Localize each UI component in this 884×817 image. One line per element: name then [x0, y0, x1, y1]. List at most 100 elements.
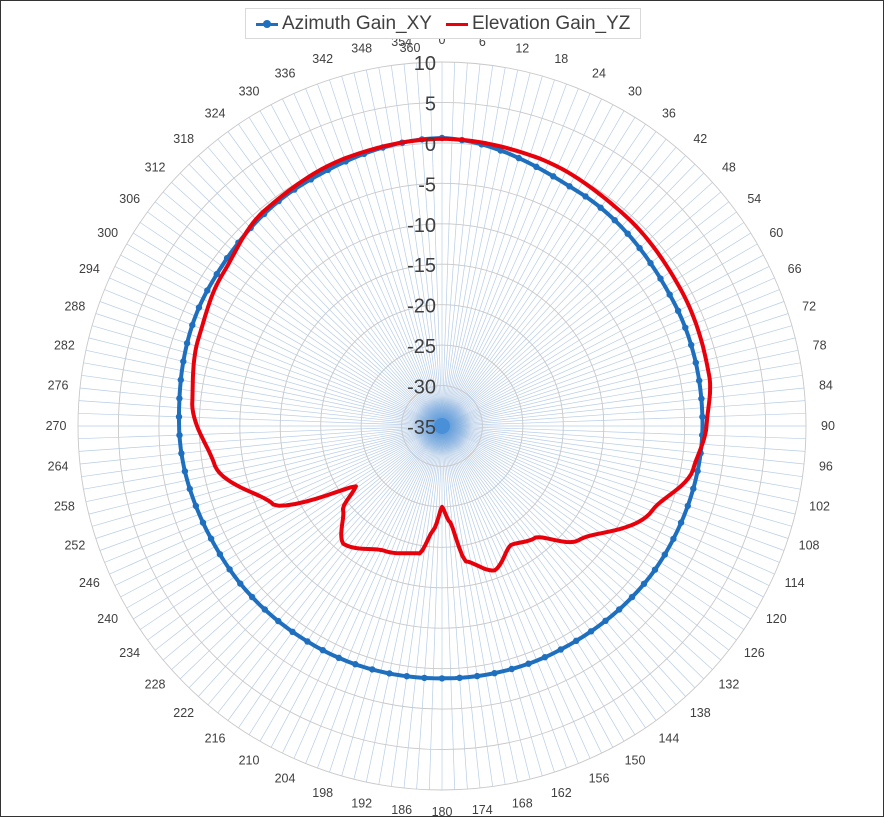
grid-spoke [154, 425, 443, 651]
series-marker-0 [640, 580, 648, 587]
series-marker-0 [698, 395, 705, 402]
radial-tick-label: -10 [407, 215, 436, 237]
grid-spoke [305, 88, 443, 427]
grid-spoke [95, 425, 443, 539]
grid-spoke [441, 88, 579, 427]
grid-spoke [441, 425, 751, 620]
angle-tick-label: 180 [432, 805, 453, 816]
grid-spoke [441, 211, 737, 427]
series-marker-0 [651, 566, 659, 573]
angle-tick-label: 336 [275, 66, 296, 80]
grid-ring [279, 263, 605, 589]
grid-spoke [188, 425, 443, 689]
grid-spoke [81, 374, 443, 427]
angle-tick-label: 102 [809, 499, 830, 513]
grid-spoke [441, 425, 481, 789]
angle-tick-label: 276 [48, 379, 69, 393]
grid-spoke [441, 131, 657, 427]
angle-tick-label: 186 [391, 803, 412, 816]
series-marker-0 [636, 244, 643, 252]
grid-ring [117, 101, 767, 751]
grid-spoke [441, 425, 789, 539]
grid-spoke [179, 425, 443, 680]
series-marker-0 [386, 670, 393, 677]
grid-spoke [198, 155, 443, 427]
grid-spoke [378, 425, 443, 785]
series-marker-0 [473, 672, 481, 680]
series-marker-0 [690, 485, 697, 492]
series-marker-0 [573, 637, 580, 644]
grid-spoke [162, 425, 443, 661]
angle-tick-label: 240 [97, 612, 118, 626]
grid-spoke [188, 163, 443, 427]
series-marker-0 [216, 551, 224, 558]
angle-tick-label: 234 [119, 646, 140, 660]
angle-tick-label: 246 [79, 576, 100, 590]
angle-tick-label: 270 [46, 419, 67, 433]
legend-label: Azimuth Gain_XY [282, 12, 432, 34]
grid-spoke [95, 313, 443, 427]
series-marker-0 [195, 304, 203, 311]
series-marker-0 [438, 675, 446, 682]
legend: Azimuth Gain_XY Elevation Gain_YZ [245, 8, 642, 39]
grid-spoke [441, 313, 789, 427]
grid-spoke [416, 425, 443, 790]
grid-spoke [441, 201, 730, 427]
angle-tick-label: 330 [239, 85, 260, 99]
grid-spoke [441, 425, 713, 670]
grid-spoke [441, 110, 625, 427]
series-marker-0 [213, 270, 220, 278]
series-marker-0 [666, 291, 673, 298]
angle-tick-label: 222 [173, 706, 194, 720]
grid-spoke [227, 425, 443, 721]
grid-spoke [441, 400, 806, 427]
grid-ring [198, 182, 686, 670]
grid-spoke [198, 425, 443, 697]
series-marker-0 [557, 646, 564, 653]
grid-spoke [171, 182, 443, 427]
grid-spoke [441, 191, 722, 427]
series-marker-0 [602, 617, 609, 624]
series-marker-0 [497, 147, 504, 154]
grid-spoke [441, 425, 805, 465]
series-marker-0 [566, 183, 573, 190]
grid-spoke [428, 425, 443, 790]
grid-spoke [441, 72, 531, 427]
series-marker-0 [335, 654, 342, 661]
angle-tick-label: 282 [54, 339, 75, 353]
grid-spoke [270, 104, 443, 427]
grid-spoke [441, 76, 543, 427]
legend-swatch [445, 18, 468, 30]
series-marker-0 [541, 654, 549, 661]
grid-spoke [365, 69, 443, 427]
series-marker-0 [403, 673, 410, 680]
angle-tick-label: 12 [515, 41, 529, 55]
grid-spoke [238, 124, 443, 427]
grid-spoke [441, 138, 667, 427]
grid-ring [320, 304, 564, 548]
series-marker-0 [582, 193, 589, 200]
grid-spoke [317, 425, 443, 769]
series-marker-0 [699, 413, 706, 421]
grid-spoke [88, 425, 443, 515]
angle-tick-label: 258 [54, 499, 75, 513]
center-dot [434, 418, 450, 434]
grid-spoke [441, 387, 805, 427]
grid-spoke [147, 211, 443, 427]
grid-spoke [171, 425, 443, 670]
grid-spoke [140, 222, 443, 427]
angle-tick-label: 132 [718, 677, 739, 691]
series-marker-0 [369, 666, 376, 673]
grid-spoke [133, 232, 443, 427]
grid-spoke [353, 425, 443, 780]
angle-tick-label: 48 [722, 161, 736, 175]
grid-spoke [79, 387, 443, 427]
grid-spoke [441, 425, 799, 503]
grid-spoke [441, 155, 686, 427]
series-marker-0 [261, 606, 268, 613]
grid-spoke [78, 400, 443, 427]
angle-tick-label: 0 [439, 33, 446, 47]
grid-spoke [441, 67, 506, 427]
